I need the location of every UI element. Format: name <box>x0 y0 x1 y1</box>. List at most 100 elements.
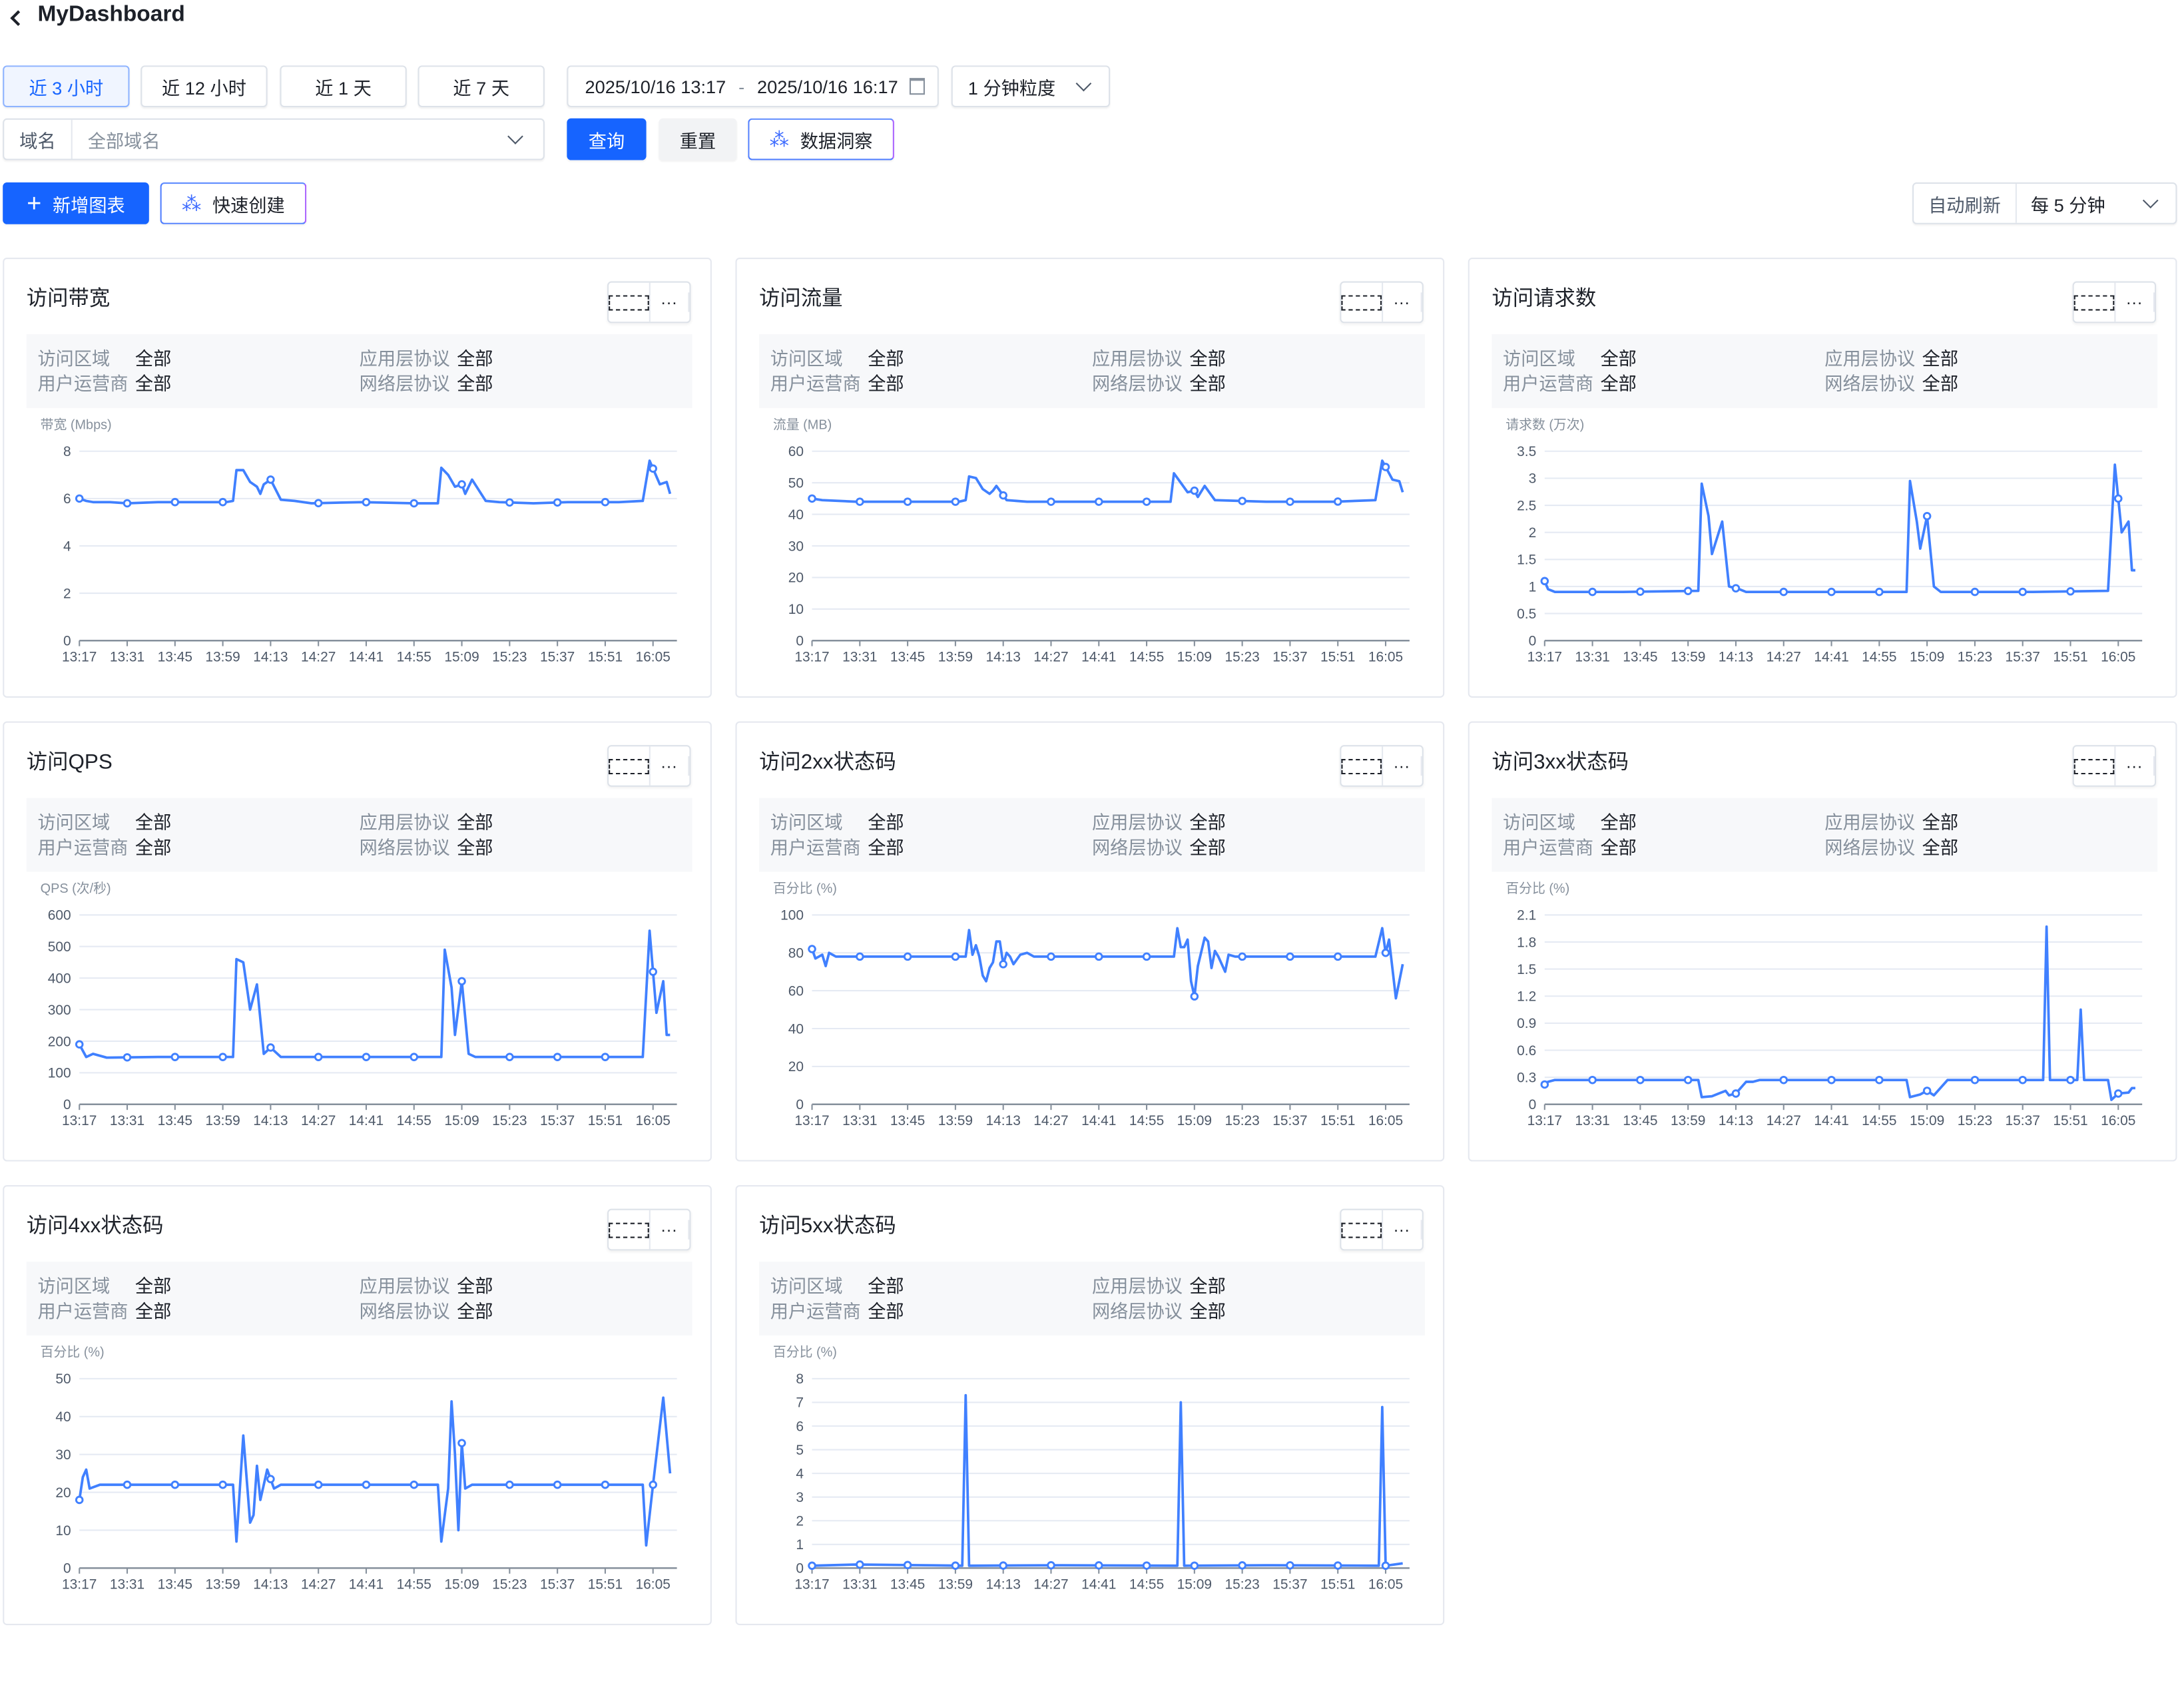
fullscreen-button[interactable] <box>1341 282 1383 322</box>
filter-value: 全部 <box>1922 348 1959 369</box>
chart-title: 访问请求数 <box>1492 286 1597 311</box>
x-tick-label: 13:17 <box>794 1577 829 1592</box>
filter-label: 访问区域 <box>1503 812 1575 833</box>
more-button[interactable]: ··· <box>650 746 690 786</box>
domain-select[interactable]: 域名 全部域名 <box>3 118 545 160</box>
filter-value: 全部 <box>1600 812 1637 833</box>
x-tick-label: 13:17 <box>794 650 829 665</box>
chart-title: 访问QPS <box>26 750 113 775</box>
data-point <box>1381 1561 1390 1571</box>
fullscreen-button[interactable] <box>609 746 650 786</box>
range-7d-button[interactable]: 近 7 天 <box>417 65 545 108</box>
fullscreen-button[interactable] <box>609 1210 650 1250</box>
more-button[interactable]: ··· <box>2115 283 2155 322</box>
filter-value: 全部 <box>1189 348 1226 369</box>
x-tick-label: 14:41 <box>1081 1577 1116 1592</box>
data-point <box>170 1480 180 1489</box>
filter-value: 全部 <box>1922 812 1959 833</box>
chart-toolbar: ··· <box>1340 281 1424 324</box>
data-point <box>1636 1075 1645 1085</box>
data-point <box>1047 497 1055 506</box>
x-tick-label: 14:13 <box>253 650 288 665</box>
y-tick-label: 2 <box>796 1514 804 1529</box>
x-tick-label: 13:31 <box>1575 650 1609 665</box>
more-button[interactable]: ··· <box>2115 746 2155 786</box>
x-tick-label: 15:23 <box>492 1113 527 1128</box>
chart-filters: 访问区域 全部 用户运营商 全部 应用层协议 全部 网络层协议 全部 <box>1492 334 2158 408</box>
fullscreen-button[interactable] <box>1341 1210 1383 1250</box>
fullscreen-button[interactable] <box>2073 746 2115 786</box>
y-tick-label: 0.5 <box>1517 606 1536 622</box>
x-tick-label: 15:51 <box>1320 1113 1355 1128</box>
more-button[interactable]: ··· <box>1382 283 1422 322</box>
filter-label: 网络层协议 <box>1824 837 1916 858</box>
chevron-down-icon <box>507 128 523 144</box>
x-tick-label: 14:55 <box>397 1577 431 1592</box>
range-1d-button[interactable]: 近 1 天 <box>280 65 407 108</box>
y-tick-label: 0 <box>1529 1097 1537 1112</box>
data-point <box>1381 463 1390 471</box>
domain-value: 全部域名 <box>87 130 160 151</box>
x-tick-label: 13:45 <box>158 1113 192 1128</box>
range-12h-button[interactable]: 近 12 小时 <box>140 65 268 108</box>
x-tick-label: 15:51 <box>588 650 623 665</box>
filter-label: 访问区域 <box>1503 348 1575 369</box>
reset-button[interactable]: 重置 <box>659 118 737 160</box>
data-point <box>1827 1075 1836 1085</box>
x-tick-label: 15:23 <box>1958 1113 1992 1128</box>
chevron-left-icon <box>10 10 27 27</box>
filter-value: 全部 <box>135 1276 172 1297</box>
y-tick-label: 400 <box>48 971 71 986</box>
x-tick-label: 13:45 <box>890 1113 925 1128</box>
granularity-select[interactable]: 1 分钟粒度 <box>951 65 1111 108</box>
more-button[interactable]: ··· <box>1382 1210 1422 1250</box>
data-point <box>856 497 864 506</box>
auto-refresh-select[interactable]: 自动刷新 每 5 分钟 <box>1912 182 2177 224</box>
x-tick-label: 16:05 <box>636 1577 671 1592</box>
y-tick-label: 600 <box>48 908 71 923</box>
more-button[interactable]: ··· <box>650 283 690 322</box>
chart-filters: 访问区域 全部 用户运营商 全部 应用层协议 全部 网络层协议 全部 <box>1492 798 2158 872</box>
data-point <box>362 498 371 507</box>
data-point <box>1683 587 1693 595</box>
filter-label: 访问区域 <box>770 812 843 833</box>
data-point <box>1333 497 1342 506</box>
y-tick-label: 100 <box>48 1066 71 1081</box>
filter-label: 用户运营商 <box>37 1300 129 1322</box>
data-point <box>2066 587 2075 596</box>
more-button[interactable]: ··· <box>1382 746 1422 786</box>
x-tick-label: 13:45 <box>158 650 192 665</box>
y-tick-label: 20 <box>788 571 804 586</box>
date-range-picker[interactable]: 2025/10/16 13:17 - 2025/10/16 16:17 <box>567 65 939 108</box>
fullscreen-button[interactable] <box>1341 746 1383 786</box>
data-point <box>1238 952 1246 961</box>
x-tick-label: 15:09 <box>444 650 479 665</box>
x-tick-label: 16:05 <box>636 1113 671 1128</box>
data-point <box>457 480 466 489</box>
data-point <box>505 1053 514 1061</box>
y-tick-label: 40 <box>55 1409 71 1425</box>
y-tick-label: 0 <box>796 1097 804 1112</box>
fullscreen-button[interactable] <box>609 282 650 322</box>
fullscreen-icon <box>1341 294 1382 310</box>
chart-card: 访问4xx状态码 ··· 访问区域 全部 用户运营商 全部 应用层协议 全部 网络层协议 全部… <box>3 1185 712 1626</box>
data-point <box>951 1561 960 1570</box>
x-tick-label: 15:37 <box>2006 650 2040 665</box>
query-button[interactable]: 查询 <box>567 118 647 160</box>
filter-label: 访问区域 <box>770 1276 843 1297</box>
data-point <box>951 497 960 506</box>
date-start: 2025/10/16 13:17 <box>585 76 726 97</box>
chart-toolbar: ··· <box>1340 1208 1424 1251</box>
fullscreen-button[interactable] <box>2073 282 2115 322</box>
more-button[interactable]: ··· <box>650 1210 690 1250</box>
filter-label: 网络层协议 <box>1091 837 1183 858</box>
add-chart-button[interactable]: + 新增图表 <box>3 182 149 224</box>
data-point <box>601 1053 610 1061</box>
back-button[interactable] <box>7 5 27 31</box>
data-insight-button[interactable]: ⁂ 数据洞察 <box>748 118 894 160</box>
range-3h-button[interactable]: 近 3 小时 <box>3 65 130 108</box>
x-tick-label: 15:37 <box>1272 1577 1307 1592</box>
data-point <box>649 1480 657 1489</box>
data-point <box>2018 587 2027 597</box>
quick-create-button[interactable]: ⁂ 快速创建 <box>160 182 307 224</box>
